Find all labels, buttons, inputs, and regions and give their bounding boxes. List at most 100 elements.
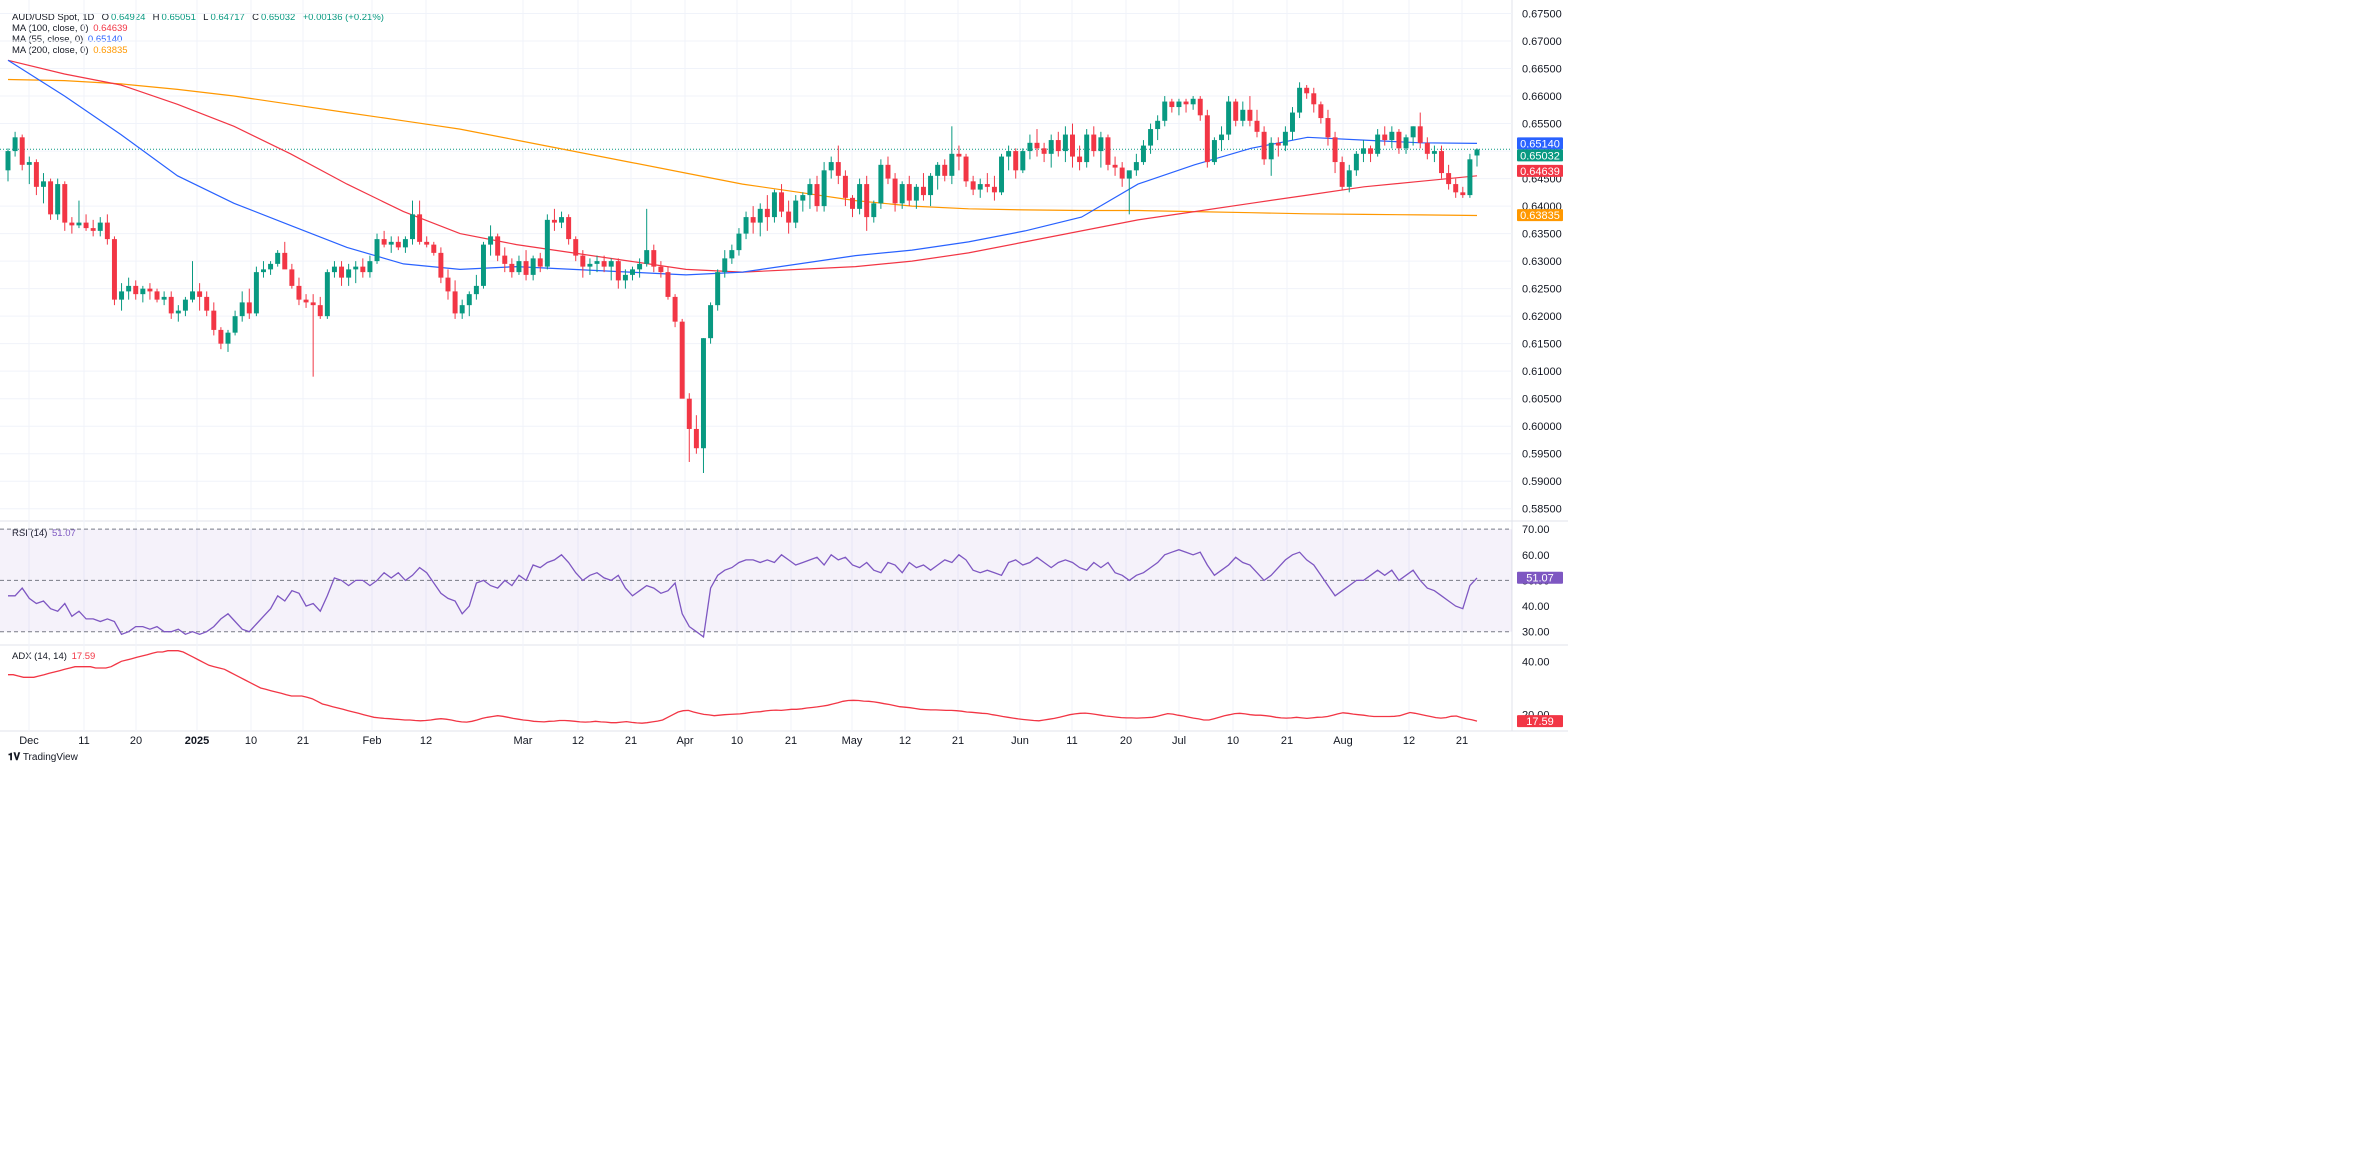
candle: [33, 159, 39, 196]
candle: [388, 236, 394, 253]
price-chart[interactable]: 0.67500 0.67000 0.66500 0.66000 0.65500 0.650…: [0, 0, 1568, 768]
candle: [630, 266, 635, 281]
rsi-value-tag: 51.07: [1517, 571, 1563, 585]
candle: [1431, 145, 1437, 163]
candle-body: [601, 261, 607, 267]
candle-body: [566, 217, 572, 240]
candle-body: [374, 239, 380, 262]
candle: [892, 173, 898, 212]
candle-body: [431, 244, 437, 253]
candle: [1169, 98, 1175, 113]
candle-body: [1197, 98, 1203, 116]
candle-body: [417, 214, 423, 242]
candle: [1084, 129, 1090, 168]
candle: [1467, 153, 1473, 198]
candle-body: [317, 305, 323, 317]
candle: [12, 131, 18, 157]
candle: [1140, 140, 1146, 165]
candle: [1162, 96, 1168, 127]
candle-body: [842, 175, 848, 198]
price-tag: 0.65140: [1517, 137, 1563, 150]
candle: [672, 294, 678, 328]
candle: [601, 255, 607, 273]
candle-body: [1027, 142, 1033, 152]
candle: [1375, 129, 1381, 157]
candle: [1325, 109, 1331, 146]
ma100-legend[interactable]: MA (100, close, 0) 0.64639: [12, 23, 130, 34]
candle: [544, 214, 550, 270]
ma55-legend[interactable]: MA (55, close, 0) 0.65140: [12, 34, 124, 45]
candle-body: [1233, 101, 1239, 121]
candle: [693, 415, 699, 454]
rsi-legend[interactable]: RSI (14) 51.07: [12, 528, 78, 539]
candle-body: [708, 305, 714, 339]
candle-body: [1155, 120, 1161, 130]
adx-value: 17.59: [71, 651, 96, 662]
candle-body: [1275, 142, 1281, 146]
candle: [1275, 137, 1281, 157]
candle-body: [594, 261, 600, 264]
candle: [999, 153, 1005, 196]
candle-body: [1204, 115, 1210, 163]
candle: [1360, 140, 1366, 163]
ma200-legend[interactable]: MA (200, close, 0) 0.63835: [12, 45, 130, 56]
candle-body: [1190, 98, 1196, 105]
candle-body: [310, 302, 316, 306]
time-tick-label: 12: [572, 735, 584, 747]
candle: [1006, 145, 1012, 171]
candle: [551, 208, 557, 231]
candle-body: [218, 329, 224, 344]
ma55-value: 0.65140: [87, 34, 123, 45]
candle: [1233, 98, 1239, 127]
candle-body: [1126, 170, 1132, 179]
candle: [956, 145, 962, 171]
candle: [374, 233, 380, 264]
candle-body: [551, 219, 557, 223]
candle-body: [878, 164, 884, 204]
candle-body: [438, 252, 444, 278]
candle-body: [672, 296, 678, 322]
candle: [906, 175, 912, 207]
candle-body: [1282, 131, 1288, 146]
candle-body: [764, 208, 770, 218]
candle-body: [807, 184, 813, 196]
candle-body: [736, 233, 742, 251]
time-tick-label: 21: [1456, 735, 1468, 747]
candle-body: [360, 266, 366, 273]
candle-body: [1176, 101, 1182, 108]
candle-body: [828, 162, 834, 171]
candle: [530, 255, 536, 281]
candle: [949, 126, 955, 185]
candle: [942, 159, 948, 182]
candle: [431, 241, 437, 256]
candle-body: [48, 181, 54, 215]
candle: [1070, 123, 1075, 168]
candle: [97, 217, 103, 237]
price-tick-label: 0.63500: [1522, 229, 1562, 241]
candle: [1062, 126, 1068, 163]
time-tick-label: 10: [245, 735, 257, 747]
candle-body: [963, 156, 969, 182]
candle: [232, 310, 238, 336]
adx-value-tag-bg: [1517, 715, 1563, 728]
candle: [928, 173, 934, 207]
adx-legend[interactable]: ADX (14, 14) 17.59: [12, 651, 97, 662]
candle: [161, 291, 167, 306]
close-value: 0.65032: [260, 12, 296, 23]
price-tag-text: 0.65032: [1520, 150, 1560, 162]
candle: [736, 228, 742, 256]
candle: [1155, 115, 1161, 141]
candle: [1112, 156, 1118, 176]
tradingview-logo[interactable]: 𝟏𝐕 TradingView: [8, 752, 78, 763]
candle-body: [1396, 131, 1402, 149]
candle: [679, 318, 685, 399]
candle-body: [76, 222, 82, 226]
candle-body: [970, 181, 976, 190]
candle-body: [275, 252, 281, 264]
candle: [1339, 156, 1345, 190]
candle-body: [537, 258, 543, 267]
candle-body: [90, 228, 96, 231]
candle-body: [126, 285, 132, 292]
candle: [466, 291, 472, 317]
candle: [786, 200, 792, 234]
